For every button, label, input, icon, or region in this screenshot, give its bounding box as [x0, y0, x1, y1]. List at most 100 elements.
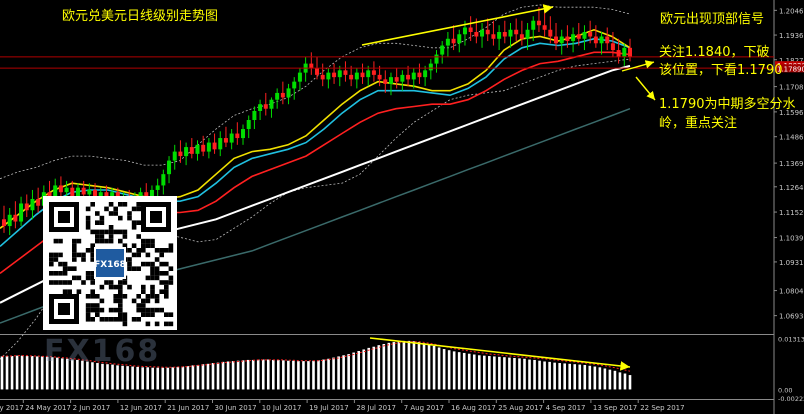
qr-module — [95, 220, 100, 225]
candle-body — [297, 72, 302, 82]
qr-module — [99, 238, 105, 244]
candle-body — [172, 151, 177, 161]
candle-body — [167, 160, 172, 175]
histogram-bar — [543, 361, 546, 390]
qr-module — [49, 261, 54, 267]
candle-body — [218, 138, 223, 150]
qr-module — [164, 248, 169, 253]
qr-module — [122, 243, 128, 248]
candle-body — [502, 32, 507, 37]
x-tick-label: 4 Sep 2017 — [546, 404, 586, 412]
y-tick-label: 1.19365 — [779, 32, 804, 40]
chart-title: 欧元兑美元日线级别走势图 — [62, 8, 218, 24]
y-tick-label: 1.10390 — [779, 235, 804, 243]
histogram-bar — [181, 366, 185, 390]
candle-body — [212, 142, 217, 150]
qr-module — [72, 275, 77, 281]
histogram-bar — [618, 372, 622, 390]
qr-module — [85, 312, 91, 317]
histogram-bar — [417, 342, 421, 390]
qr-module — [131, 317, 137, 322]
histogram-bar — [628, 375, 632, 390]
histogram-bar — [146, 367, 149, 390]
qr-module — [122, 202, 128, 207]
qr-module — [113, 307, 118, 313]
candle-body — [622, 47, 627, 57]
candle-body — [315, 68, 319, 75]
band-upper-line — [0, 4, 631, 180]
qr-module — [168, 321, 174, 327]
qr-module — [49, 257, 54, 262]
qr-module — [53, 252, 59, 258]
qr-module — [154, 294, 160, 299]
price-axis: 1.20460 1.19365 1.18270 1.17080 1.15960 1.148… — [774, 7, 804, 403]
qr-module — [131, 206, 137, 212]
candle-body — [149, 189, 154, 199]
qr-module — [108, 284, 114, 290]
y-tick-label: 1.09310 — [779, 259, 804, 267]
qr-module — [67, 266, 72, 271]
qr-module — [168, 243, 174, 248]
histogram-bar — [5, 356, 9, 390]
qr-module — [141, 261, 146, 267]
histogram-bar — [256, 359, 260, 390]
candle-body — [468, 27, 473, 33]
qr-module — [141, 243, 146, 248]
histogram-bar — [528, 359, 531, 390]
histogram-bar — [86, 361, 89, 390]
histogram-bar — [111, 364, 114, 390]
qr-module — [99, 215, 105, 221]
histogram-bar — [347, 354, 350, 390]
histogram-bar — [307, 361, 310, 390]
qr-module — [141, 312, 146, 317]
y-tick-label: 1.08040 — [779, 288, 804, 296]
candle-body — [400, 74, 405, 82]
qr-module — [90, 275, 95, 281]
qr-module — [81, 252, 86, 258]
qr-module — [150, 243, 155, 248]
histogram-bar — [226, 361, 230, 390]
qr-module — [122, 294, 128, 299]
histogram-bar — [332, 357, 335, 390]
qr-module — [72, 257, 77, 262]
histogram-bar — [342, 355, 345, 390]
candle-body — [110, 192, 115, 199]
qr-module — [104, 206, 109, 212]
histogram-bar — [472, 354, 476, 390]
histogram-bar — [45, 356, 49, 390]
histogram-bar — [261, 359, 265, 390]
annotations: 欧元兑美元日线级别走势图 欧元出现顶部信号 关注1.1840，下破 该位置，下看… — [62, 8, 796, 131]
indicator-y-label: 0.00 — [778, 386, 792, 394]
candle-body — [582, 32, 587, 39]
qr-module — [90, 248, 95, 253]
histogram-bar — [161, 367, 165, 390]
candle-body — [349, 74, 354, 80]
qr-module — [53, 271, 59, 276]
qr-module — [136, 248, 141, 253]
qr-module — [67, 280, 72, 285]
x-tick-label: 2 Jun 2017 — [73, 404, 111, 412]
y-tick-label: 1.17080 — [779, 84, 804, 92]
histogram-bar — [488, 356, 491, 390]
candle-body — [161, 174, 166, 186]
candle-body — [320, 74, 325, 80]
histogram-bar — [246, 359, 250, 390]
qr-module — [95, 312, 100, 317]
histogram-bar — [216, 362, 220, 390]
qr-module — [58, 271, 63, 276]
candle-body — [514, 29, 519, 35]
histogram-bar — [593, 366, 597, 390]
y-tick-label: 1.14860 — [779, 134, 804, 142]
qr-module — [131, 252, 137, 258]
histogram-bar — [498, 356, 501, 390]
qr-module — [145, 294, 151, 299]
qr-module — [99, 229, 105, 235]
x-tick-label: 16 Aug 2017 — [451, 404, 496, 412]
qr-module — [95, 238, 100, 244]
histogram-bar — [337, 356, 340, 390]
candle-body — [605, 36, 610, 44]
histogram-bar — [221, 361, 225, 390]
candle-body — [423, 70, 428, 78]
qr-module — [104, 280, 109, 285]
qr-module — [150, 307, 155, 313]
